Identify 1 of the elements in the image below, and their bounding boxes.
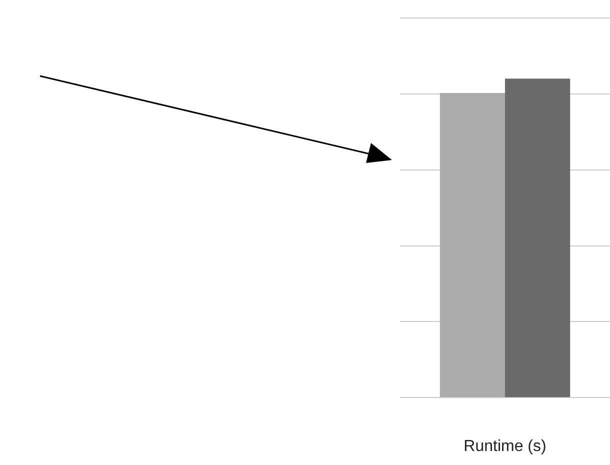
x-axis-title: Runtime (s) <box>464 438 546 455</box>
